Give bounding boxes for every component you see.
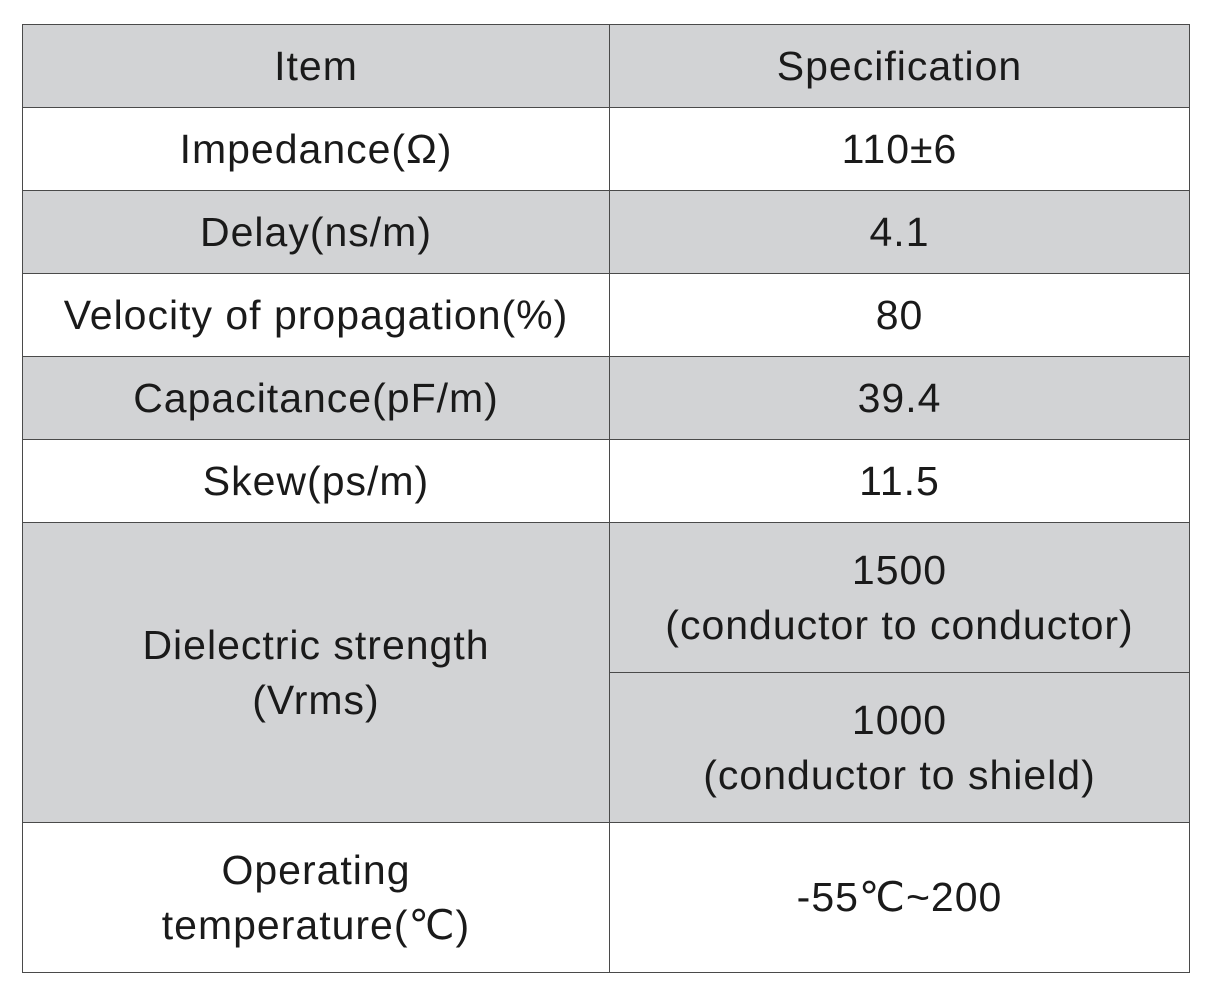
table-row-dielectric: Dielectric strength (Vrms) 1500 (conduct… — [22, 522, 1190, 823]
spec-line: (conductor to shield) — [703, 751, 1096, 798]
header-item: Item — [22, 24, 610, 108]
item-cell: Impedance(Ω) — [22, 107, 610, 191]
spec-cell: 110±6 — [609, 107, 1190, 191]
spec-cell: 4.1 — [609, 190, 1190, 274]
table-row-operating: Operating temperature(℃) -55℃~200 — [22, 822, 1190, 973]
table-row: Impedance(Ω) 110±6 — [22, 107, 1190, 191]
item-line: (Vrms) — [252, 676, 380, 723]
spec-cell-conductor-to-shield: 1000 (conductor to shield) — [609, 672, 1190, 823]
item-line: temperature(℃) — [161, 901, 471, 948]
item-cell-operating: Operating temperature(℃) — [22, 822, 610, 973]
item-cell: Skew(ps/m) — [22, 439, 610, 523]
spec-cell-conductor-to-conductor: 1500 (conductor to conductor) — [609, 522, 1190, 673]
spec-line: (conductor to conductor) — [665, 601, 1134, 648]
header-specification: Specification — [609, 24, 1190, 108]
table-header-row: Item Specification — [22, 24, 1190, 108]
spec-line: 1500 — [851, 547, 948, 594]
table-row: Delay(ns/m) 4.1 — [22, 190, 1190, 274]
spec-cell: 39.4 — [609, 356, 1190, 440]
spec-cell-operating: -55℃~200 — [609, 822, 1190, 973]
item-cell: Velocity of propagation(%) — [22, 273, 610, 357]
item-cell: Delay(ns/m) — [22, 190, 610, 274]
item-line: Dielectric strength — [142, 622, 490, 669]
table-row: Velocity of propagation(%) 80 — [22, 273, 1190, 357]
item-cell-dielectric: Dielectric strength (Vrms) — [22, 522, 610, 823]
table-row: Capacitance(pF/m) 39.4 — [22, 356, 1190, 440]
spec-cell: 80 — [609, 273, 1190, 357]
specification-table: Item Specification Impedance(Ω) 110±6 De… — [22, 24, 1190, 973]
spec-line: 1000 — [851, 697, 948, 744]
table-row: Skew(ps/m) 11.5 — [22, 439, 1190, 523]
item-line: Operating — [221, 847, 411, 894]
item-cell: Capacitance(pF/m) — [22, 356, 610, 440]
spec-cell: 11.5 — [609, 439, 1190, 523]
